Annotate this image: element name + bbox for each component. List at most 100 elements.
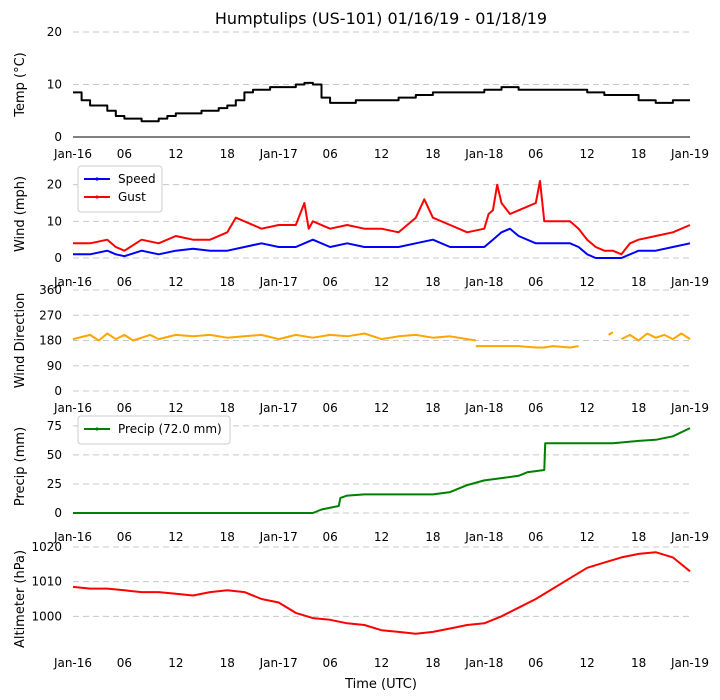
wind-y-axis-label: Wind (mph): [13, 176, 28, 252]
altimeter-ytick-label-2: 1020: [31, 540, 62, 554]
temp-xtick-label-11: 18: [631, 147, 646, 161]
wind-xtick-label-4: Jan-17: [259, 275, 298, 289]
altimeter-xtick-label-4: Jan-17: [259, 656, 298, 670]
altimeter-xtick-label-2: 12: [168, 656, 183, 670]
wind-series-speed: [73, 227, 691, 259]
winddir-xtick-label-7: 18: [425, 401, 440, 415]
wind-xtick-label-10: 12: [580, 275, 595, 289]
winddir-xtick-label-11: 18: [631, 401, 646, 415]
panel-temp: 0 10 20 Jan-16 06 12 18 Jan-17 06 12 18 Jan-18 06 12 1…: [13, 25, 709, 161]
precip-xtick-label-4: Jan-17: [259, 530, 298, 544]
winddir-xtick-label-9: 06: [528, 401, 543, 415]
figure-title: Humptulips (US-101) 01/16/19 - 01/18/19: [215, 9, 547, 28]
precip-legend: [77, 415, 231, 445]
winddir-series-direction-seg-2: [608, 331, 614, 336]
wind-legend-label-0: Speed: [118, 172, 156, 186]
panel-precip: 0 25 50 75 Jan-16 06 12 18 Jan-17 06 12 18 Jan-18 06 1…: [13, 415, 709, 544]
winddir-xtick-label-3: 18: [220, 401, 235, 415]
wind-xtick-label-6: 12: [374, 275, 389, 289]
winddir-xtick-label-12: Jan-19: [670, 401, 709, 415]
winddir-xtick-label-0: Jan-16: [53, 401, 92, 415]
temp-xtick-label-12: Jan-19: [670, 147, 709, 161]
winddir-ytick-label-1: 90: [47, 359, 62, 373]
altimeter-xtick-label-3: 18: [220, 656, 235, 670]
temp-ytick-label-2: 20: [47, 25, 62, 39]
winddir-xtick-label-6: 12: [374, 401, 389, 415]
wind-xtick-label-5: 06: [322, 275, 337, 289]
temp-ytick-label-0: 0: [54, 130, 62, 144]
temp-xtick-label-5: 06: [322, 147, 337, 161]
winddir-ytick-label-0: 0: [54, 384, 62, 398]
winddir-xtick-label-4: Jan-17: [259, 401, 298, 415]
winddir-xtick-label-1: 06: [117, 401, 132, 415]
x-axis-label: Time (UTC): [344, 677, 417, 692]
wind-xtick-label-1: 06: [117, 275, 132, 289]
precip-legend-marker-0: [95, 427, 99, 431]
temp-xtick-label-6: 12: [374, 147, 389, 161]
precip-xtick-label-6: 12: [374, 530, 389, 544]
temp-xtick-label-10: 12: [580, 147, 595, 161]
temp-xtick-label-9: 06: [528, 147, 543, 161]
wind-ytick-label-1: 10: [47, 214, 62, 228]
altimeter-ytick-label-1: 1010: [31, 575, 62, 589]
winddir-xtick-label-5: 06: [322, 401, 337, 415]
precip-xtick-label-1: 06: [117, 530, 132, 544]
temp-xtick-label-0: Jan-16: [53, 147, 92, 161]
wind-xtick-label-11: 18: [631, 275, 646, 289]
precip-y-axis-label: Precip (mm): [13, 427, 28, 506]
wind-legend-label-1: Gust: [118, 190, 146, 204]
altimeter-xtick-label-9: 06: [528, 656, 543, 670]
wind-xtick-label-3: 18: [220, 275, 235, 289]
wind-xtick-label-7: 18: [425, 275, 440, 289]
temp-xtick-label-3: 18: [220, 147, 235, 161]
precip-series-precip-72-0-mm-: [73, 427, 691, 514]
wind-legend: [77, 165, 163, 213]
panel-altimeter: 1000 1010 1020 Jan-16 06 12 18 Jan-17 06 12 18 Jan-…: [13, 540, 709, 670]
panel-wind: 0 10 20 Jan-16 06 12 18 Jan-17 06 12 18 Jan-18 06 12 1…: [13, 165, 709, 289]
precip-ytick-label-2: 50: [47, 448, 62, 462]
altimeter-ytick-label-0: 1000: [31, 609, 62, 623]
winddir-series-direction-seg-1: [475, 345, 579, 349]
temp-y-axis-label: Temp (°C): [13, 52, 28, 118]
altimeter-xtick-label-1: 06: [117, 656, 132, 670]
precip-ytick-label-0: 0: [54, 506, 62, 520]
precip-legend-label-0: Precip (72.0 mm): [118, 422, 222, 436]
winddir-y-axis-label: Wind Direction: [13, 293, 28, 389]
temp-xtick-label-1: 06: [117, 147, 132, 161]
altimeter-xtick-label-10: 12: [580, 656, 595, 670]
precip-xtick-label-5: 06: [322, 530, 337, 544]
altimeter-xtick-label-6: 12: [374, 656, 389, 670]
altimeter-xtick-label-0: Jan-16: [53, 656, 92, 670]
temp-xtick-label-4: Jan-17: [259, 147, 298, 161]
wind-xtick-label-12: Jan-19: [670, 275, 709, 289]
wind-legend-marker-1: [95, 195, 99, 199]
winddir-series-direction-seg-0: [72, 332, 476, 342]
wind-xtick-label-8: Jan-18: [464, 275, 503, 289]
altimeter-xtick-label-7: 18: [425, 656, 440, 670]
wind-series-gust: [73, 180, 691, 256]
winddir-ytick-label-4: 360: [39, 283, 62, 297]
precip-xtick-label-11: 18: [631, 530, 646, 544]
winddir-xtick-label-10: 12: [580, 401, 595, 415]
wind-legend-marker-0: [95, 177, 99, 181]
wind-xtick-label-2: 12: [168, 275, 183, 289]
precip-xtick-label-3: 18: [220, 530, 235, 544]
precip-xtick-label-7: 18: [425, 530, 440, 544]
winddir-xtick-label-2: 12: [168, 401, 183, 415]
precip-xtick-label-0: Jan-16: [53, 530, 92, 544]
precip-xtick-label-9: 06: [528, 530, 543, 544]
precip-xtick-label-8: Jan-18: [464, 530, 503, 544]
wind-ytick-label-2: 20: [47, 178, 62, 192]
temp-xtick-label-8: Jan-18: [464, 147, 503, 161]
temp-ytick-label-1: 10: [47, 78, 62, 92]
precip-xtick-label-12: Jan-19: [670, 530, 709, 544]
precip-xtick-label-10: 12: [580, 530, 595, 544]
panel-winddir: 0 90 180 270 360 Jan-16 06 12 18 Jan-17 06 12 18 Jan-…: [13, 283, 709, 415]
temp-xtick-label-2: 12: [168, 147, 183, 161]
altimeter-xtick-label-8: Jan-18: [464, 656, 503, 670]
altimeter-xtick-label-5: 06: [322, 656, 337, 670]
winddir-ytick-label-3: 270: [39, 308, 62, 322]
altimeter-xtick-label-12: Jan-19: [670, 656, 709, 670]
